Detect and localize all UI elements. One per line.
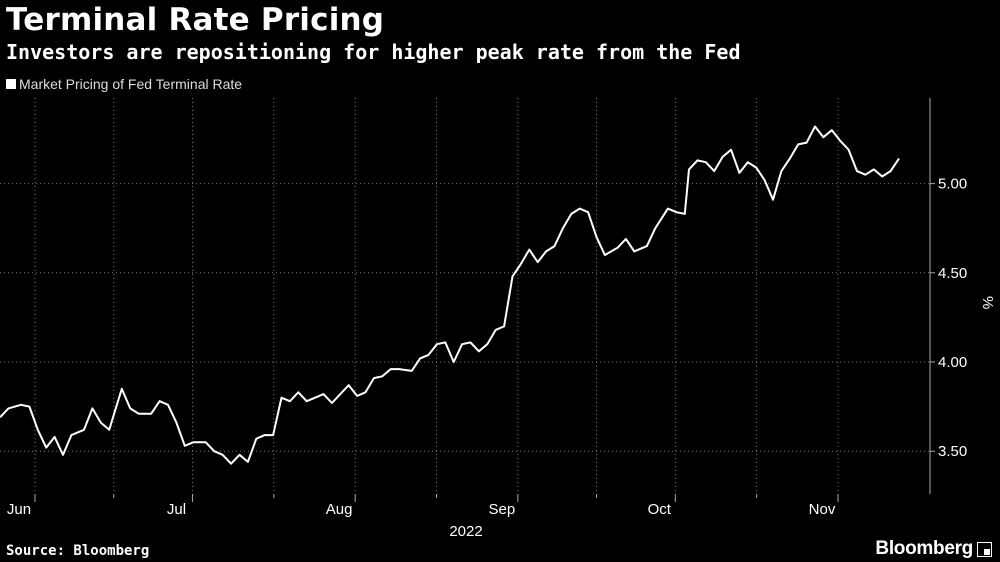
x-tick-label: Nov [809,501,836,518]
x-tick-label: Oct [648,501,672,518]
x-tick-label: Jul [167,501,186,518]
x-tick-label: Sep [489,501,516,518]
brand-name: Bloomberg [875,538,973,559]
x-tick-label: Jun [7,501,31,518]
legend-swatch [6,79,16,89]
y-tick-label: 3.50 [938,443,967,460]
chart-subtitle: Investors are repositioning for higher p… [6,40,741,64]
y-tick-label: 4.00 [938,354,967,371]
y-axis-label: % [979,296,996,309]
series-line-terminal-rate [0,125,900,465]
legend: Market Pricing of Fed Terminal Rate [6,76,242,92]
chart-title: Terminal Rate Pricing [6,2,385,38]
year-label: 2022 [449,523,482,540]
legend-label: Market Pricing of Fed Terminal Rate [19,76,243,92]
x-tick-label: Aug [326,501,353,518]
brand-logo: Bloomberg [875,538,992,560]
bloomberg-mark-icon [977,541,992,557]
y-tick-label: 4.50 [938,265,967,282]
y-tick-label: 5.00 [938,176,967,193]
source-note: Source: Bloomberg [6,543,150,559]
